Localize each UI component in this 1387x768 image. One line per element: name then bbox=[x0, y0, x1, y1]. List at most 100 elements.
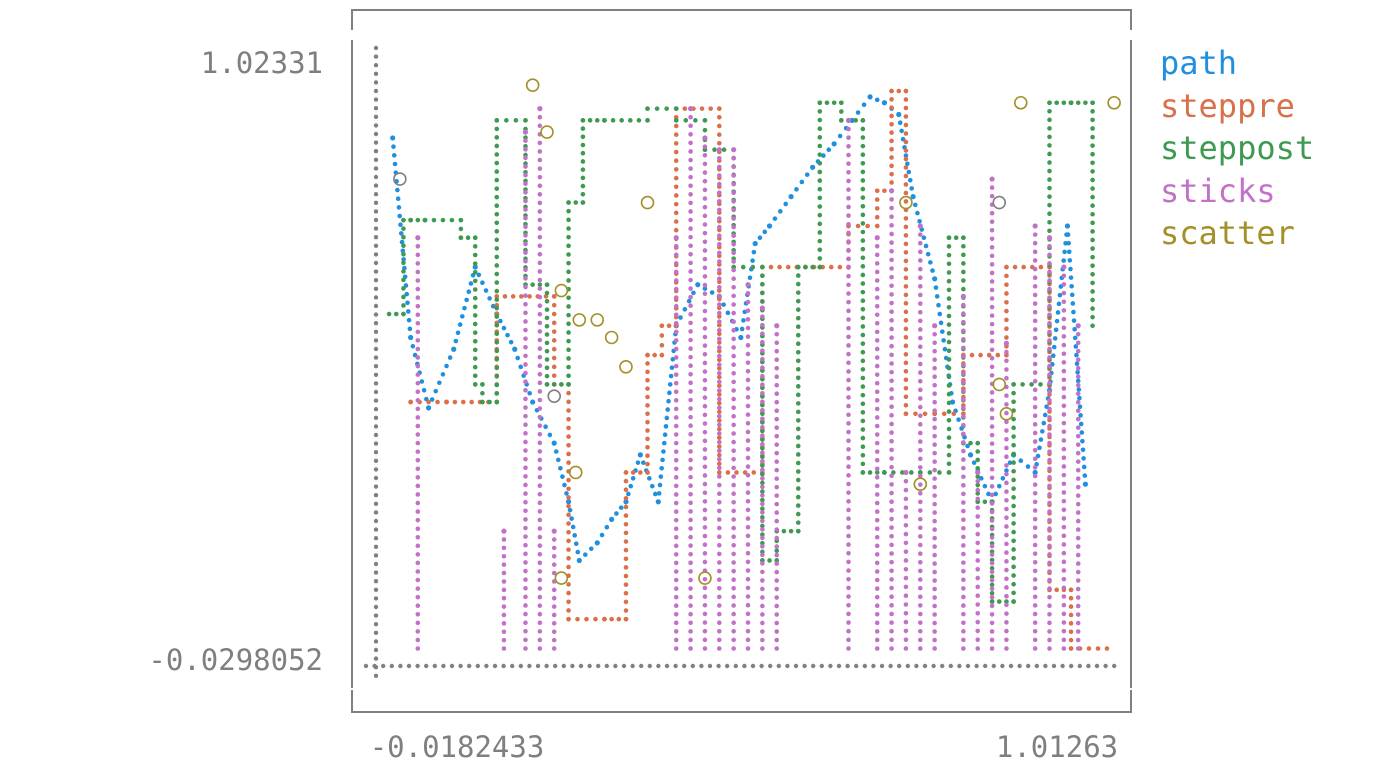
y-axis-dot bbox=[373, 312, 379, 317]
steppre-dot bbox=[889, 88, 894, 94]
series-path bbox=[390, 94, 1088, 564]
stick-dot bbox=[551, 537, 557, 542]
steppre-dot bbox=[584, 616, 589, 622]
stick-dot bbox=[745, 516, 751, 521]
stick-dot bbox=[1047, 432, 1052, 437]
stick-dot bbox=[889, 473, 894, 479]
path-segment-dot bbox=[928, 260, 933, 265]
stick-dot bbox=[1032, 577, 1038, 582]
stick-dot bbox=[932, 527, 937, 532]
stick-dot bbox=[774, 382, 780, 388]
stick-dot bbox=[989, 219, 995, 225]
y-axis-dot bbox=[373, 553, 379, 558]
steppost-dot bbox=[573, 200, 579, 205]
steppost-dot bbox=[795, 298, 801, 304]
scatter-point bbox=[999, 406, 1014, 421]
stick-dot bbox=[917, 603, 923, 608]
steppre-dot bbox=[889, 180, 894, 185]
stick-dot bbox=[917, 327, 923, 332]
steppost-dot bbox=[544, 315, 550, 321]
path-segment-dot bbox=[986, 491, 991, 497]
steppost-dot bbox=[559, 382, 564, 387]
steppre-dot bbox=[717, 366, 722, 371]
stick-dot bbox=[501, 553, 507, 559]
steppre-dot bbox=[1068, 587, 1074, 593]
stick-dot bbox=[846, 161, 851, 166]
stick-dot bbox=[889, 395, 894, 401]
steppost-dot bbox=[566, 234, 571, 240]
steppre-dot bbox=[566, 416, 571, 422]
stick-dot bbox=[989, 475, 995, 481]
stick-dot bbox=[846, 550, 851, 556]
stick-dot bbox=[1061, 325, 1067, 331]
y-axis-dot bbox=[373, 269, 379, 274]
stick-dot bbox=[889, 266, 894, 271]
steppre-dot bbox=[889, 105, 894, 110]
x-axis-dot bbox=[535, 663, 541, 669]
steppost-dot bbox=[494, 288, 500, 294]
stick-dot bbox=[874, 492, 880, 497]
steppost-dot bbox=[760, 454, 765, 460]
stick-dot bbox=[961, 543, 966, 548]
stick-dot bbox=[688, 457, 693, 463]
stick-dot bbox=[917, 240, 923, 246]
stick-dot bbox=[745, 481, 751, 487]
x-axis-dot bbox=[811, 663, 816, 669]
steppost-dot bbox=[860, 212, 866, 218]
stick-dot bbox=[688, 157, 693, 163]
stick-dot bbox=[537, 526, 543, 531]
stick-dot bbox=[702, 464, 708, 470]
steppost-dot bbox=[472, 364, 478, 370]
stick-dot bbox=[1004, 585, 1009, 590]
steppost-dot bbox=[619, 118, 624, 123]
stick-dot bbox=[917, 284, 923, 289]
stick-dot bbox=[932, 484, 937, 490]
steppost-dot bbox=[946, 322, 952, 327]
steppre-dot bbox=[673, 132, 679, 137]
y-axis-dot bbox=[373, 54, 379, 59]
stick-dot bbox=[702, 533, 708, 539]
stick-dot bbox=[673, 543, 679, 549]
steppost-dot bbox=[494, 135, 500, 140]
stick-dot bbox=[688, 389, 693, 394]
path-segment-dot bbox=[1066, 240, 1071, 246]
stick-dot bbox=[874, 543, 880, 549]
path-segment-dot bbox=[468, 281, 474, 286]
stick-dot bbox=[846, 369, 851, 374]
stick-dot bbox=[1032, 603, 1038, 608]
steppost-dot bbox=[795, 264, 801, 270]
steppre-dot bbox=[645, 428, 650, 433]
stick-dot bbox=[1047, 492, 1052, 497]
stick-dot bbox=[961, 534, 966, 540]
stick-dot bbox=[961, 577, 966, 583]
steppre-dot bbox=[717, 114, 722, 120]
steppre-dot bbox=[645, 411, 650, 417]
stick-dot bbox=[702, 377, 708, 383]
steppost-dot bbox=[817, 160, 823, 166]
stick-dot bbox=[523, 517, 528, 522]
stick-dot bbox=[717, 173, 722, 178]
stick-dot bbox=[1032, 422, 1038, 427]
steppost-dot bbox=[587, 118, 593, 123]
stick-dot bbox=[874, 295, 880, 300]
stick-dot bbox=[932, 510, 937, 515]
x-axis-dot bbox=[871, 663, 876, 669]
steppre-dot bbox=[903, 97, 909, 102]
steppre-dot bbox=[903, 284, 909, 289]
stick-dot bbox=[688, 491, 693, 497]
stick-dot bbox=[523, 439, 528, 445]
steppost-dot bbox=[1090, 160, 1095, 166]
steppre-dot bbox=[673, 167, 679, 172]
stick-dot bbox=[989, 279, 995, 284]
stick-dot bbox=[537, 560, 543, 566]
stick-dot bbox=[702, 230, 708, 236]
stick-dot bbox=[1004, 567, 1009, 573]
steppost-dot bbox=[636, 118, 642, 123]
y-axis-dot bbox=[373, 587, 379, 592]
path-point bbox=[932, 276, 938, 282]
stick-dot bbox=[874, 312, 880, 318]
stick-dot bbox=[688, 234, 693, 240]
stick-dot bbox=[774, 586, 780, 592]
steppost-dot bbox=[817, 247, 823, 253]
steppost-dot bbox=[472, 278, 478, 284]
